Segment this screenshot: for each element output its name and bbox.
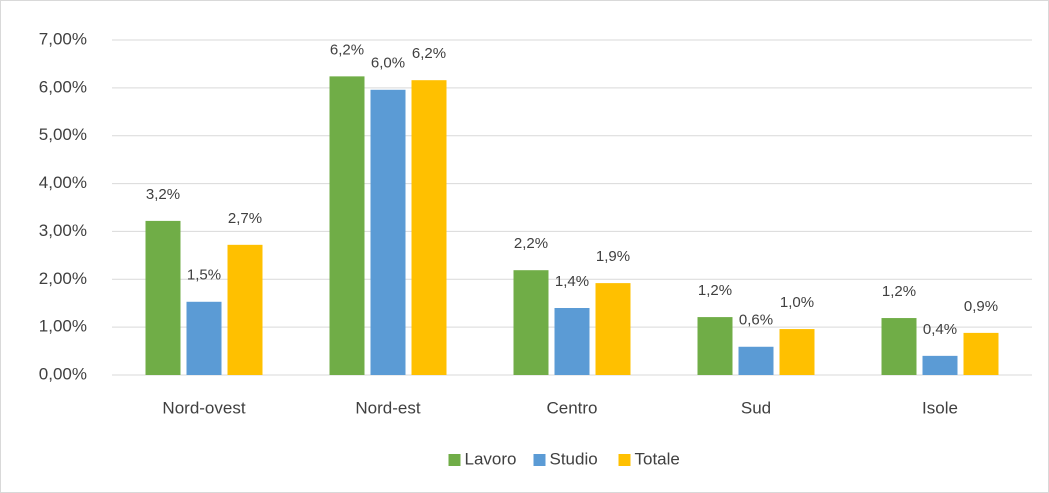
bar <box>411 80 447 375</box>
bar <box>145 220 181 375</box>
value-label: 1,2% <box>698 282 732 299</box>
x-tick-label: Nord-ovest <box>162 398 245 417</box>
value-label: 3,2% <box>146 186 180 203</box>
value-label: 0,9% <box>964 298 998 315</box>
y-tick-label: 5,00% <box>39 125 87 144</box>
y-tick-label: 7,00% <box>39 29 87 48</box>
bar <box>370 89 406 376</box>
bar <box>963 332 999 375</box>
bar <box>779 329 815 375</box>
y-tick-label: 4,00% <box>39 173 87 192</box>
value-label: 6,0% <box>371 55 405 72</box>
x-tick-label: Sud <box>741 398 771 417</box>
bar <box>513 270 549 375</box>
y-tick-label: 2,00% <box>39 269 87 288</box>
bar <box>329 76 365 375</box>
value-label: 1,5% <box>187 267 221 284</box>
bar <box>227 244 263 375</box>
bar <box>186 301 222 375</box>
y-tick-label: 6,00% <box>39 77 87 96</box>
legend-label: Totale <box>635 449 680 468</box>
legend-label: Lavoro <box>465 449 517 468</box>
y-tick-label: 1,00% <box>39 317 87 336</box>
value-label: 1,0% <box>780 294 814 311</box>
legend-swatch <box>448 454 461 466</box>
bar <box>881 318 917 375</box>
bar <box>697 317 733 375</box>
value-label: 0,6% <box>739 312 773 329</box>
bar <box>922 355 958 375</box>
x-tick-label: Centro <box>546 398 597 417</box>
value-label: 2,2% <box>514 235 548 252</box>
value-label: 2,7% <box>228 210 262 227</box>
value-label: 6,2% <box>330 41 364 58</box>
value-label: 1,4% <box>555 273 589 290</box>
bar <box>595 283 631 375</box>
value-label: 0,4% <box>923 321 957 338</box>
x-tick-label: Isole <box>922 398 958 417</box>
legend-swatch <box>533 454 546 466</box>
bar <box>738 346 774 375</box>
value-label: 1,2% <box>882 283 916 300</box>
legend-swatch <box>618 454 631 466</box>
value-label: 1,9% <box>596 248 630 265</box>
y-tick-label: 3,00% <box>39 221 87 240</box>
y-tick-label: 0,00% <box>39 364 87 383</box>
bar <box>554 308 590 375</box>
x-tick-label: Nord-est <box>355 398 420 417</box>
value-label: 6,2% <box>412 45 446 62</box>
legend-label: Studio <box>550 449 598 468</box>
